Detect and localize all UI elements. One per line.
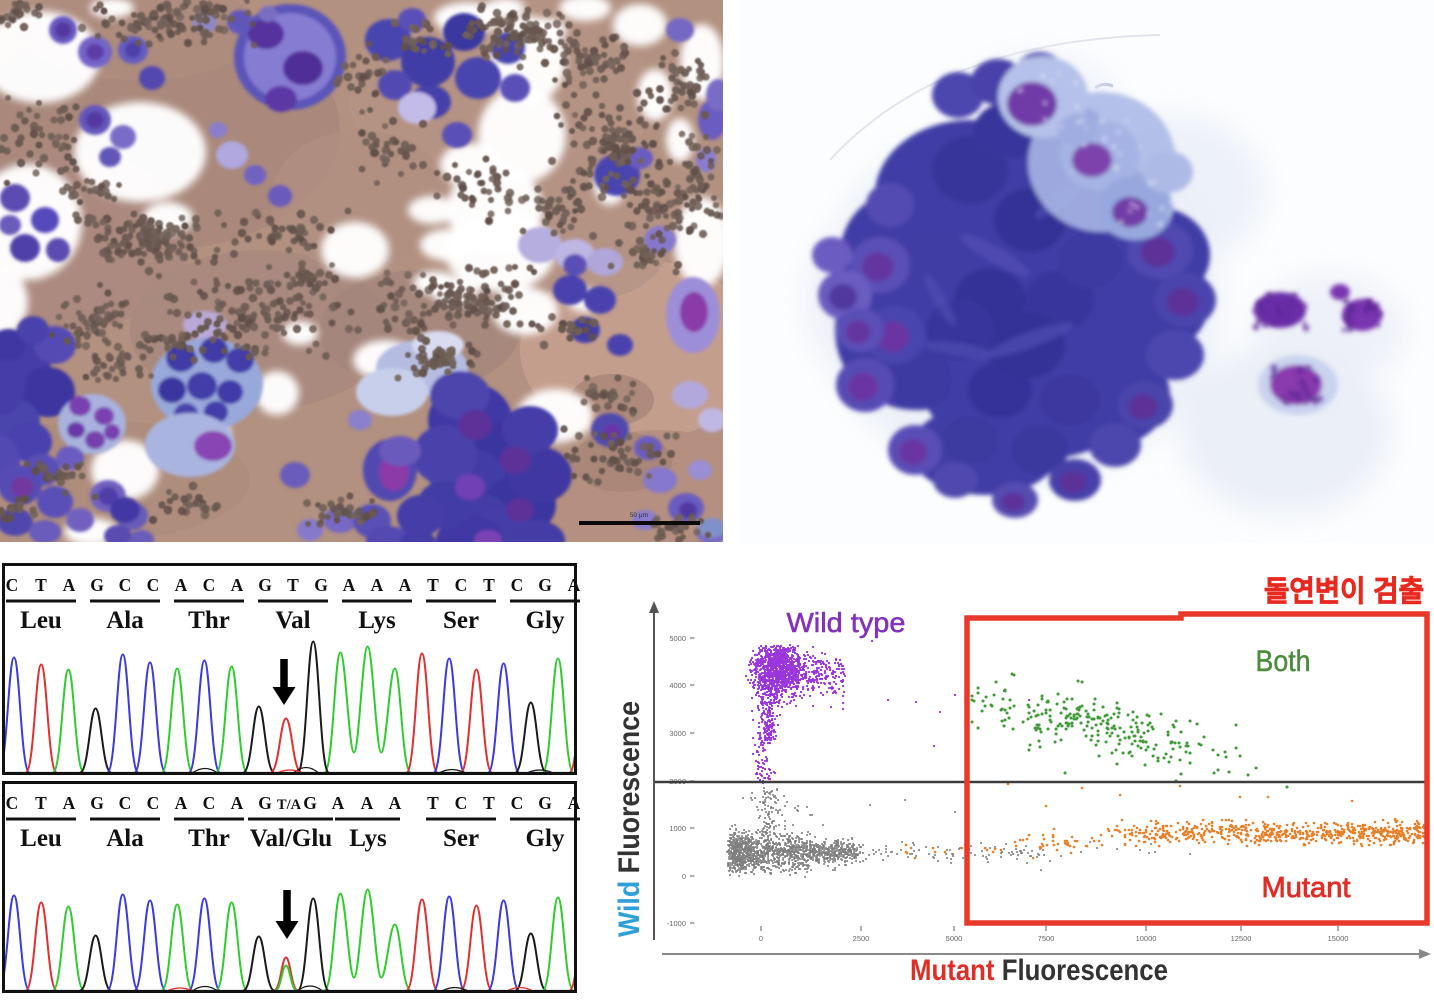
svg-text:5000: 5000 bbox=[946, 934, 963, 943]
svg-text:A: A bbox=[63, 793, 76, 813]
svg-text:A: A bbox=[231, 793, 244, 813]
svg-text:G: G bbox=[90, 575, 104, 595]
svg-text:Leu: Leu bbox=[20, 607, 62, 634]
svg-text:G: G bbox=[258, 575, 272, 595]
svg-text:A: A bbox=[399, 575, 412, 595]
svg-text:7500: 7500 bbox=[1038, 934, 1055, 943]
svg-text:T: T bbox=[287, 575, 299, 595]
svg-text:C: C bbox=[511, 793, 524, 813]
svg-text:C: C bbox=[511, 575, 524, 595]
svg-text:0: 0 bbox=[682, 872, 686, 881]
svg-text:C: C bbox=[455, 575, 468, 595]
svg-text:Ser: Ser bbox=[443, 825, 479, 852]
svg-text:G: G bbox=[303, 793, 317, 813]
svg-text:Ala: Ala bbox=[106, 607, 144, 634]
svg-text:Gly: Gly bbox=[526, 825, 565, 852]
svg-text:Ser: Ser bbox=[443, 607, 479, 634]
svg-text:C: C bbox=[203, 575, 216, 595]
svg-text:Mutant Fluorescence: Mutant Fluorescence bbox=[910, 954, 1168, 987]
svg-text:Leu: Leu bbox=[20, 825, 62, 852]
svg-text:C: C bbox=[6, 793, 19, 813]
svg-text:2500: 2500 bbox=[853, 934, 870, 943]
svg-text:Val/Glu: Val/Glu bbox=[250, 825, 333, 852]
svg-text:A: A bbox=[63, 575, 76, 595]
svg-text:15000: 15000 bbox=[1328, 934, 1349, 943]
svg-text:Val: Val bbox=[275, 607, 310, 634]
svg-text:G: G bbox=[258, 793, 272, 813]
svg-text:A: A bbox=[175, 793, 188, 813]
svg-text:A: A bbox=[343, 575, 356, 595]
svg-text:T: T bbox=[35, 793, 47, 813]
svg-text:T: T bbox=[35, 575, 47, 595]
svg-text:G: G bbox=[314, 575, 328, 595]
svg-text:C: C bbox=[119, 575, 132, 595]
svg-text:Gly: Gly bbox=[526, 607, 565, 634]
svg-text:Ala: Ala bbox=[106, 825, 144, 852]
svg-text:C: C bbox=[455, 793, 468, 813]
svg-text:A: A bbox=[231, 575, 244, 595]
svg-text:Mutant: Mutant bbox=[1262, 872, 1351, 904]
svg-text:10000: 10000 bbox=[1136, 934, 1157, 943]
svg-text:T: T bbox=[483, 793, 495, 813]
svg-text:12500: 12500 bbox=[1231, 934, 1252, 943]
svg-text:4000: 4000 bbox=[669, 681, 686, 690]
svg-text:5000: 5000 bbox=[669, 634, 686, 643]
svg-text:C: C bbox=[203, 793, 216, 813]
svg-text:Lys: Lys bbox=[358, 607, 396, 634]
svg-text:A: A bbox=[361, 793, 374, 813]
svg-text:A: A bbox=[332, 793, 345, 813]
svg-text:50 μm: 50 μm bbox=[630, 512, 648, 519]
svg-text:Wild Fluorescence: Wild Fluorescence bbox=[613, 701, 646, 937]
svg-text:3000: 3000 bbox=[669, 729, 686, 738]
svg-text:C: C bbox=[147, 575, 160, 595]
svg-text:G: G bbox=[538, 793, 552, 813]
svg-text:Both: Both bbox=[1256, 645, 1311, 678]
svg-text:A: A bbox=[389, 793, 402, 813]
svg-text:T: T bbox=[427, 575, 439, 595]
svg-text:A: A bbox=[568, 793, 581, 813]
svg-text:C: C bbox=[147, 793, 160, 813]
svg-text:A: A bbox=[175, 575, 188, 595]
svg-text:Lys: Lys bbox=[349, 825, 387, 852]
svg-text:G: G bbox=[538, 575, 552, 595]
svg-text:A: A bbox=[568, 575, 581, 595]
svg-text:-1000: -1000 bbox=[667, 919, 686, 928]
svg-text:T: T bbox=[427, 793, 439, 813]
svg-text:1000: 1000 bbox=[669, 824, 686, 833]
svg-text:G: G bbox=[90, 793, 104, 813]
svg-text:T/A: T/A bbox=[277, 797, 302, 813]
svg-text:C: C bbox=[119, 793, 132, 813]
svg-text:A: A bbox=[371, 575, 384, 595]
svg-text:C: C bbox=[6, 575, 19, 595]
svg-text:T: T bbox=[483, 575, 495, 595]
svg-text:돌연변이 검출: 돌연변이 검출 bbox=[1264, 575, 1424, 608]
svg-text:Wild type: Wild type bbox=[787, 607, 906, 638]
svg-text:0: 0 bbox=[759, 934, 763, 943]
svg-text:Thr: Thr bbox=[188, 607, 230, 634]
svg-text:Thr: Thr bbox=[188, 825, 230, 852]
